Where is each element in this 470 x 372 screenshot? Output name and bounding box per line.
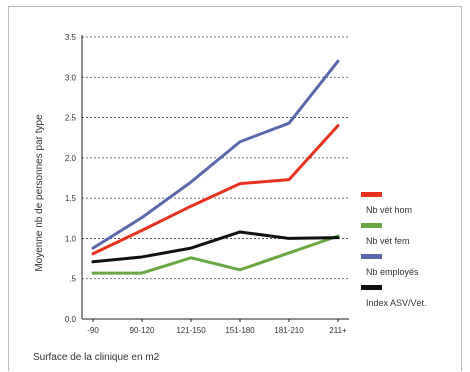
chart-frame: 0.0 .5 1.0 1.5 2.0 2.5 3.0 3.5 -90 90-120 121-150… xyxy=(8,6,462,371)
y-tick-label: 3.0 xyxy=(65,73,77,82)
legend-label: Index ASV/Vét. xyxy=(366,298,427,308)
legend-swatch xyxy=(361,223,382,228)
y-tick-label: 0.0 xyxy=(65,315,77,324)
x-tick-label: 121-150 xyxy=(176,326,206,335)
legend-label: Nb vét fem xyxy=(366,236,410,246)
series-line xyxy=(91,230,340,264)
y-tick-label: 1.0 xyxy=(65,234,77,243)
y-tick-labels: 0.0 .5 1.0 1.5 2.0 2.5 3.0 3.5 xyxy=(65,33,77,324)
x-tick-label: 151-180 xyxy=(225,326,255,335)
series-line xyxy=(91,234,340,275)
legend-label: Nb vét hom xyxy=(366,205,412,215)
x-tick-label: 90-120 xyxy=(130,326,155,335)
x-tick-labels: -90 90-120 121-150 151-180 181-210 211+ xyxy=(87,319,347,335)
series-line xyxy=(91,59,340,250)
x-axis-title: Surface de la clinique en m2 xyxy=(33,352,160,363)
series-line xyxy=(91,124,340,256)
legend-swatch xyxy=(361,254,382,259)
legend: Nb vét hom Nb vét fem Nb employés Index ASV… xyxy=(361,192,427,308)
y-tick-label: 2.0 xyxy=(65,154,77,163)
x-tick-label: -90 xyxy=(87,326,99,335)
line-chart: 0.0 .5 1.0 1.5 2.0 2.5 3.0 3.5 -90 90-120 121-150… xyxy=(33,33,427,363)
y-tick-label: 1.5 xyxy=(65,194,77,203)
y-tick-label: 2.5 xyxy=(65,114,77,123)
y-tick-label: .5 xyxy=(69,275,76,284)
legend-label: Nb employés xyxy=(366,267,419,277)
x-tick-label: 181-210 xyxy=(274,326,304,335)
series-lines xyxy=(91,59,340,275)
axes xyxy=(81,35,349,320)
x-tick-label: 211+ xyxy=(329,326,347,335)
legend-swatch xyxy=(361,192,382,197)
y-axis-title: Moyenne nb de personnes par type xyxy=(34,114,45,272)
y-tick-label: 3.5 xyxy=(65,33,77,42)
legend-swatch xyxy=(361,285,382,290)
